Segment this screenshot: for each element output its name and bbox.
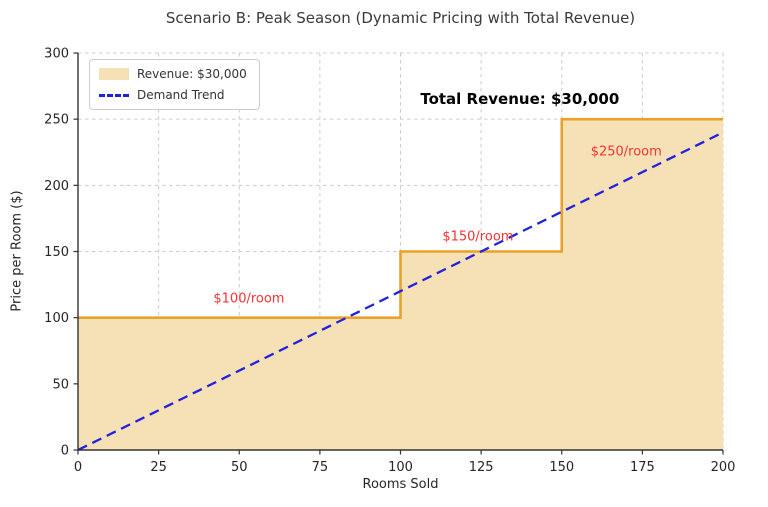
y-tick-label: 250: [44, 113, 69, 128]
legend: Revenue: $30,000 Demand Trend: [89, 59, 260, 110]
x-tick-label: 150: [549, 460, 574, 475]
x-tick-label: 0: [74, 460, 82, 475]
x-axis-label: Rooms Sold: [362, 477, 439, 492]
y-tick-label: 200: [44, 179, 69, 194]
demand-dash-swatch: [99, 93, 129, 97]
legend-label-revenue: Revenue: $30,000: [137, 67, 247, 81]
y-tick-label: 100: [44, 311, 69, 326]
x-tick-label: 25: [150, 460, 167, 475]
legend-label-demand: Demand Trend: [137, 88, 225, 102]
x-tick-label: 50: [231, 460, 248, 475]
total-revenue-label: Total Revenue: $30,000: [420, 90, 620, 109]
revenue-patch-swatch: [99, 68, 129, 80]
legend-entry-demand: Demand Trend: [99, 88, 247, 102]
x-tick-label: 100: [388, 460, 413, 475]
legend-entry-revenue: Revenue: $30,000: [99, 67, 247, 81]
x-tick-label: 75: [312, 460, 329, 475]
y-axis-label: Price per Room ($): [9, 190, 25, 312]
demand-trend-line: [77, 131, 724, 452]
y-tick-label: 50: [52, 377, 69, 392]
price-label-100: $100/room: [213, 291, 285, 307]
price-label-150: $150/room: [442, 229, 514, 245]
y-tick-label: 150: [44, 245, 69, 260]
x-tick-label: 175: [630, 460, 655, 475]
x-tick-label: 200: [711, 460, 736, 475]
x-tick-label: 125: [469, 460, 494, 475]
chart-title: Scenario B: Peak Season (Dynamic Pricing…: [165, 9, 636, 27]
y-tick-label: 0: [61, 444, 69, 459]
y-tick-label: 300: [44, 47, 69, 62]
price-label-250: $250/room: [590, 144, 662, 160]
